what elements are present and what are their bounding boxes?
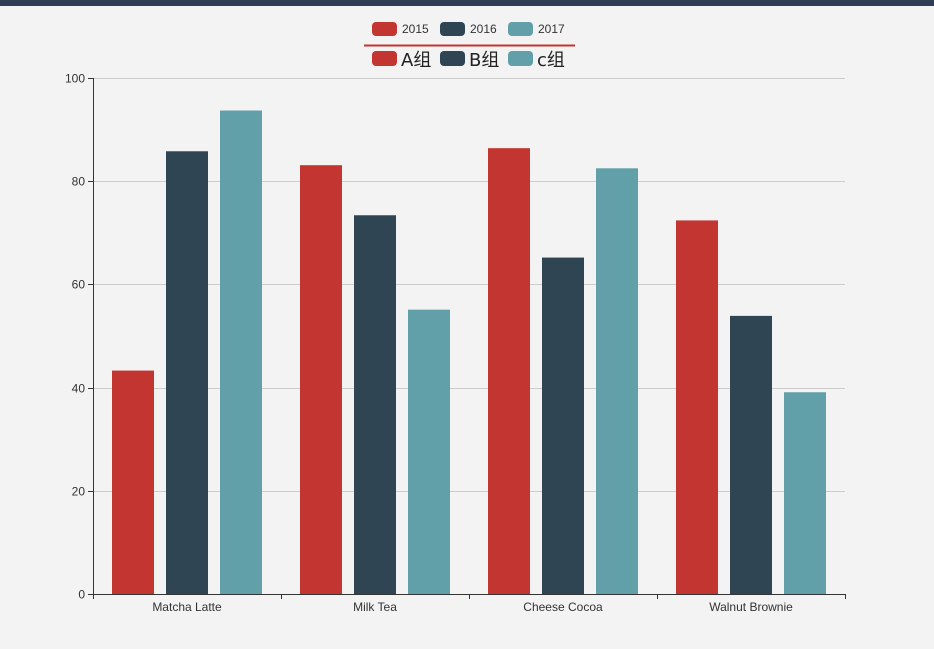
legend: 2015 2016 2017 A组 B组 c组 — [364, 22, 575, 71]
y-axis-tick-label: 0 — [78, 588, 85, 602]
bar-2015-walnut-brownie[interactable] — [676, 220, 718, 594]
bar-2016-walnut-brownie[interactable] — [730, 315, 772, 594]
legend-group-label-0[interactable]: A组 — [401, 50, 431, 71]
bar-2015-matcha-latte[interactable] — [112, 370, 154, 594]
y-axis-tick-label: 60 — [72, 278, 86, 292]
legend-swatch-2017[interactable] — [508, 22, 533, 36]
legend-label-2015[interactable]: 2015 — [402, 22, 429, 36]
legend-group-swatch-0[interactable] — [372, 51, 397, 66]
window-top-bar — [0, 0, 934, 6]
legend-group-label-2[interactable]: c组 — [537, 50, 565, 71]
bars — [112, 110, 826, 595]
x-axis-tick-labels: Matcha Latte Milk Tea Cheese Cocoa Walnut B… — [152, 600, 793, 614]
bar-2017-matcha-latte[interactable] — [220, 110, 262, 595]
bar-2015-milk-tea[interactable] — [300, 165, 342, 595]
legend-group-label-1[interactable]: B组 — [469, 50, 499, 71]
bar-2017-walnut-brownie[interactable] — [784, 392, 826, 594]
bar-2015-cheese-cocoa[interactable] — [488, 148, 530, 594]
y-axis-tick-label: 40 — [72, 382, 86, 396]
y-axis-tick-label: 80 — [72, 175, 86, 189]
bar-2016-cheese-cocoa[interactable] — [542, 257, 584, 594]
grid-lines — [93, 78, 845, 492]
bar-2016-milk-tea[interactable] — [354, 215, 396, 595]
bar-2016-matcha-latte[interactable] — [166, 151, 208, 594]
legend-swatch-2016[interactable] — [440, 22, 465, 36]
x-axis-category-label: Cheese Cocoa — [523, 600, 603, 614]
x-axis-category-label: Walnut Brownie — [709, 600, 793, 614]
y-axis-tick-label: 20 — [72, 485, 86, 499]
x-axis-category-label: Milk Tea — [353, 600, 397, 614]
bar-2017-milk-tea[interactable] — [408, 309, 450, 594]
legend-group-swatch-2[interactable] — [508, 51, 533, 66]
x-axis-category-label: Matcha Latte — [152, 600, 222, 614]
axes — [88, 78, 846, 599]
y-axis-tick-labels: 0 20 40 60 80 100 — [65, 72, 85, 602]
legend-label-2017[interactable]: 2017 — [538, 22, 565, 36]
legend-group-swatch-1[interactable] — [440, 51, 465, 66]
y-axis-tick-label: 100 — [65, 72, 85, 86]
bar-2017-cheese-cocoa[interactable] — [596, 168, 638, 595]
legend-swatch-2015[interactable] — [372, 22, 397, 36]
legend-label-2016[interactable]: 2016 — [470, 22, 497, 36]
